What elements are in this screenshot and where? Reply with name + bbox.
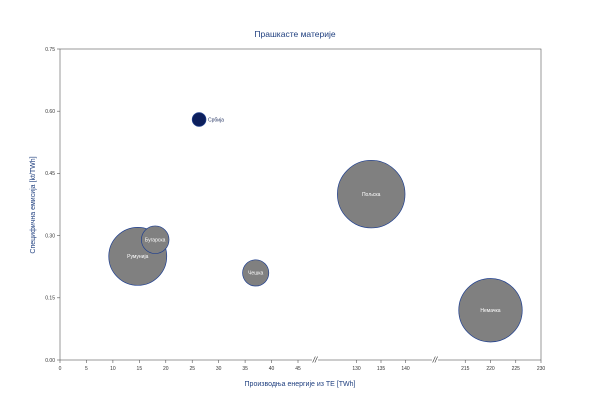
x-tick-label: 5 [85,366,88,372]
axis-break-marker: // [432,356,438,365]
x-tick-label: 215 [461,366,470,372]
y-tick-label: 0.60 [45,109,55,115]
bubble-label: Немачка [480,308,500,314]
x-tick-label: 130 [352,366,361,372]
x-tick-label: 140 [401,366,410,372]
y-tick-label: 0.30 [45,233,55,239]
x-tick-label: 20 [163,366,169,372]
y-tick-label: 0.00 [45,358,55,364]
bubble-label: Бугарска [145,238,166,244]
x-axis: 0 5 10 15 20 25 30 35 40 45 130 135 140 215 220 225 230 /… [59,356,546,373]
y-tick-label: 0.15 [45,296,55,302]
x-tick-label: 0 [59,366,62,372]
x-tick-label: 30 [216,366,222,372]
x-tick-label: 40 [269,366,275,372]
x-tick-label: 25 [189,366,195,372]
y-axis-title: Специфична емисија [kt/TWh] [30,156,37,253]
x-tick-label: 35 [242,366,248,372]
bubble-label: Чешка [248,271,263,277]
x-tick-label: 220 [486,366,495,372]
chart-title: Прашкасте материје [254,29,335,39]
x-tick-label: 135 [377,366,386,372]
y-tick-label: 0.45 [45,171,55,177]
bubble-label: Србија [208,117,224,123]
y-tick-label: 0.75 [45,47,55,53]
bubble-label: Пољска [362,192,381,198]
axis-break-gap [312,357,318,363]
x-tick-label: 230 [537,366,546,372]
bubble-Бугарска [141,225,170,254]
y-axis: 0.00 0.15 0.30 0.45 0.60 0.75 [45,47,60,364]
bubble-Немачка [458,278,523,343]
x-tick-label: 45 [295,366,301,372]
x-tick-label: 225 [512,366,521,372]
bubble-series: Србија Румунија Бугарска Чешка Пољска Немачка [108,112,523,343]
x-tick-label: 15 [137,366,143,372]
x-axis-title: Производња енергије из ТЕ [TWh] [245,381,356,388]
bubble-Србија [191,112,207,127]
x-tick-label: 10 [110,366,116,372]
axis-break-gap [432,357,438,363]
axis-break-marker: // [312,356,318,365]
bubble-label: Румунија [127,254,148,260]
bubble-Чешка [242,259,270,287]
bubble-Пољска [337,159,406,229]
